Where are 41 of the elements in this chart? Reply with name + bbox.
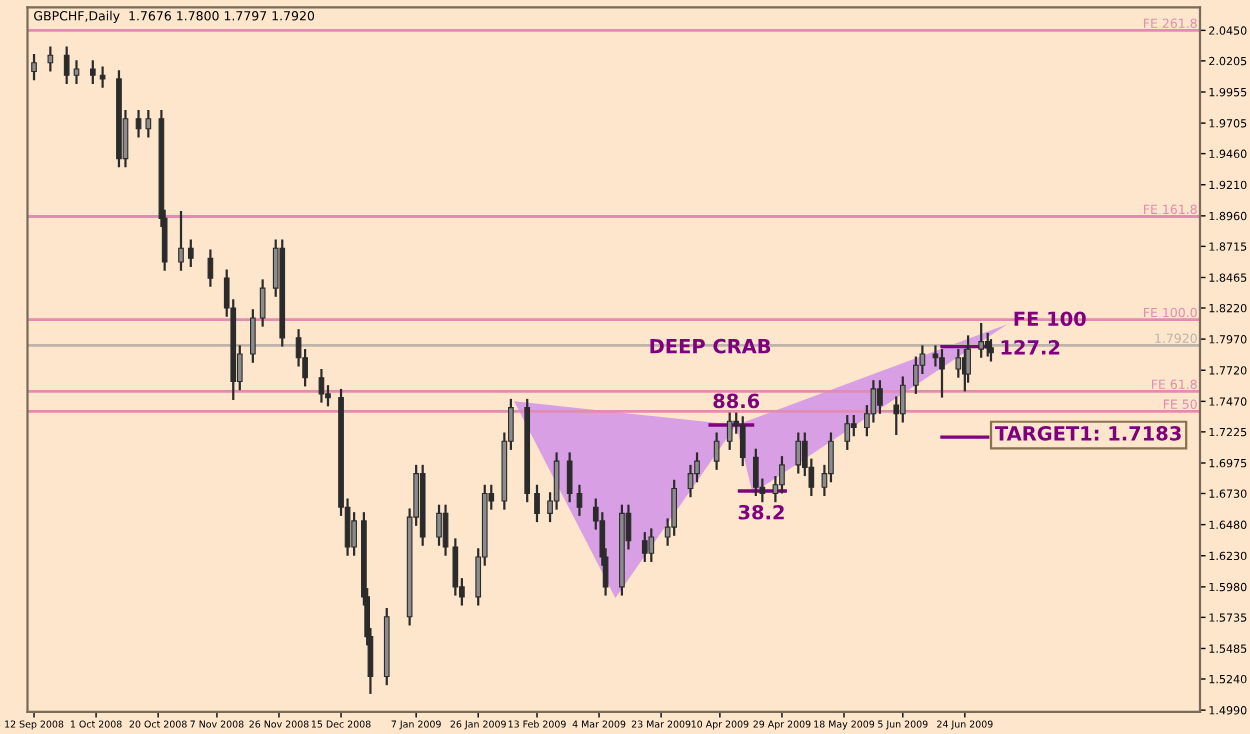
candlestick <box>318 367 325 404</box>
candlestick <box>145 108 152 139</box>
candlestick <box>178 209 184 272</box>
annotation: 38.2 <box>738 504 784 520</box>
candlestick <box>250 308 256 364</box>
candlestick <box>566 451 573 504</box>
candlestick <box>207 248 214 288</box>
candlestick <box>965 334 971 384</box>
candlestick <box>73 59 80 86</box>
candlestick <box>99 65 106 89</box>
candlestick <box>576 483 583 518</box>
candlestick <box>726 411 733 452</box>
candlestick <box>984 331 991 358</box>
candlestick <box>713 431 720 471</box>
candlestick <box>844 413 851 452</box>
annotation: DEEP CRAB <box>650 338 771 354</box>
candlestick <box>187 238 194 269</box>
annotation: FE 100 <box>1014 311 1086 327</box>
candlestick <box>877 379 883 415</box>
candlestick <box>978 321 985 359</box>
candlestick <box>47 45 54 73</box>
candlestick <box>31 52 37 82</box>
candlestick <box>988 338 994 363</box>
candlestick <box>351 511 357 557</box>
candlestick <box>779 455 785 495</box>
candlestick <box>850 413 857 438</box>
candlestick <box>641 530 648 564</box>
candlestick <box>63 45 70 86</box>
annotation: 88.6 <box>713 393 760 409</box>
annotation: TARGET1: 1.7183 <box>995 425 1181 441</box>
candlestick <box>795 431 802 475</box>
candlestick <box>534 483 540 524</box>
candlestick <box>648 527 655 564</box>
candlestick <box>752 447 759 498</box>
annotation: 127.2 <box>1001 340 1060 355</box>
candlestick <box>955 347 962 379</box>
candlestick <box>89 59 96 86</box>
candlestick <box>939 347 945 399</box>
candlestick <box>259 278 266 328</box>
candlestick <box>436 503 442 547</box>
candlestick <box>739 415 746 468</box>
